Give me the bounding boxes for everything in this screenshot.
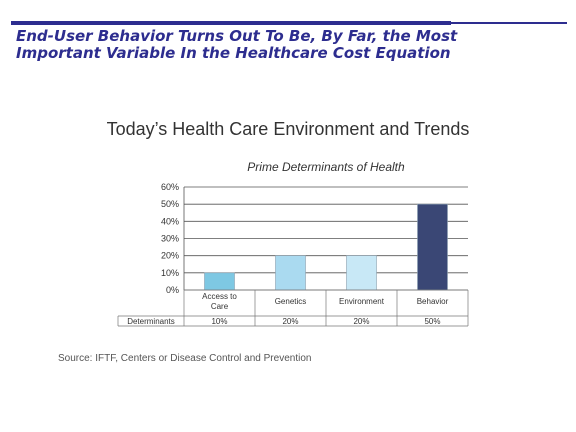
- y-tick-label: 50%: [161, 199, 179, 209]
- x-category-label: Environment: [339, 297, 385, 306]
- slide-title: End-User Behavior Turns Out To Be, By Fa…: [16, 27, 458, 62]
- y-tick-label: 60%: [161, 182, 179, 192]
- x-category-label: Access to: [202, 292, 237, 301]
- table-cell: 20%: [353, 317, 369, 326]
- title-rule-thin: [451, 22, 567, 24]
- y-tick-label: 40%: [161, 216, 179, 226]
- table-cell: 20%: [282, 317, 298, 326]
- title-rule-thick: [11, 21, 451, 25]
- bar: [346, 255, 377, 291]
- chart-title: Prime Determinants of Health: [247, 160, 405, 174]
- bar: [417, 203, 448, 291]
- table-cell: 10%: [211, 317, 227, 326]
- x-category-label: Genetics: [275, 297, 307, 306]
- y-tick-label: 30%: [161, 234, 179, 244]
- source-note: Source: IFTF, Centers or Disease Control…: [58, 353, 312, 364]
- chart-heading: Today’s Health Care Environment and Tren…: [106, 119, 470, 139]
- y-tick-label: 0%: [166, 285, 179, 295]
- table-row-label: Determinants: [127, 317, 175, 326]
- bar: [204, 272, 235, 291]
- x-category-label: Care: [211, 302, 229, 311]
- x-category-label: Behavior: [417, 297, 449, 306]
- y-tick-label: 20%: [161, 251, 179, 261]
- y-tick-label: 10%: [161, 268, 179, 278]
- table-cell: 50%: [424, 317, 440, 326]
- bar: [275, 255, 306, 291]
